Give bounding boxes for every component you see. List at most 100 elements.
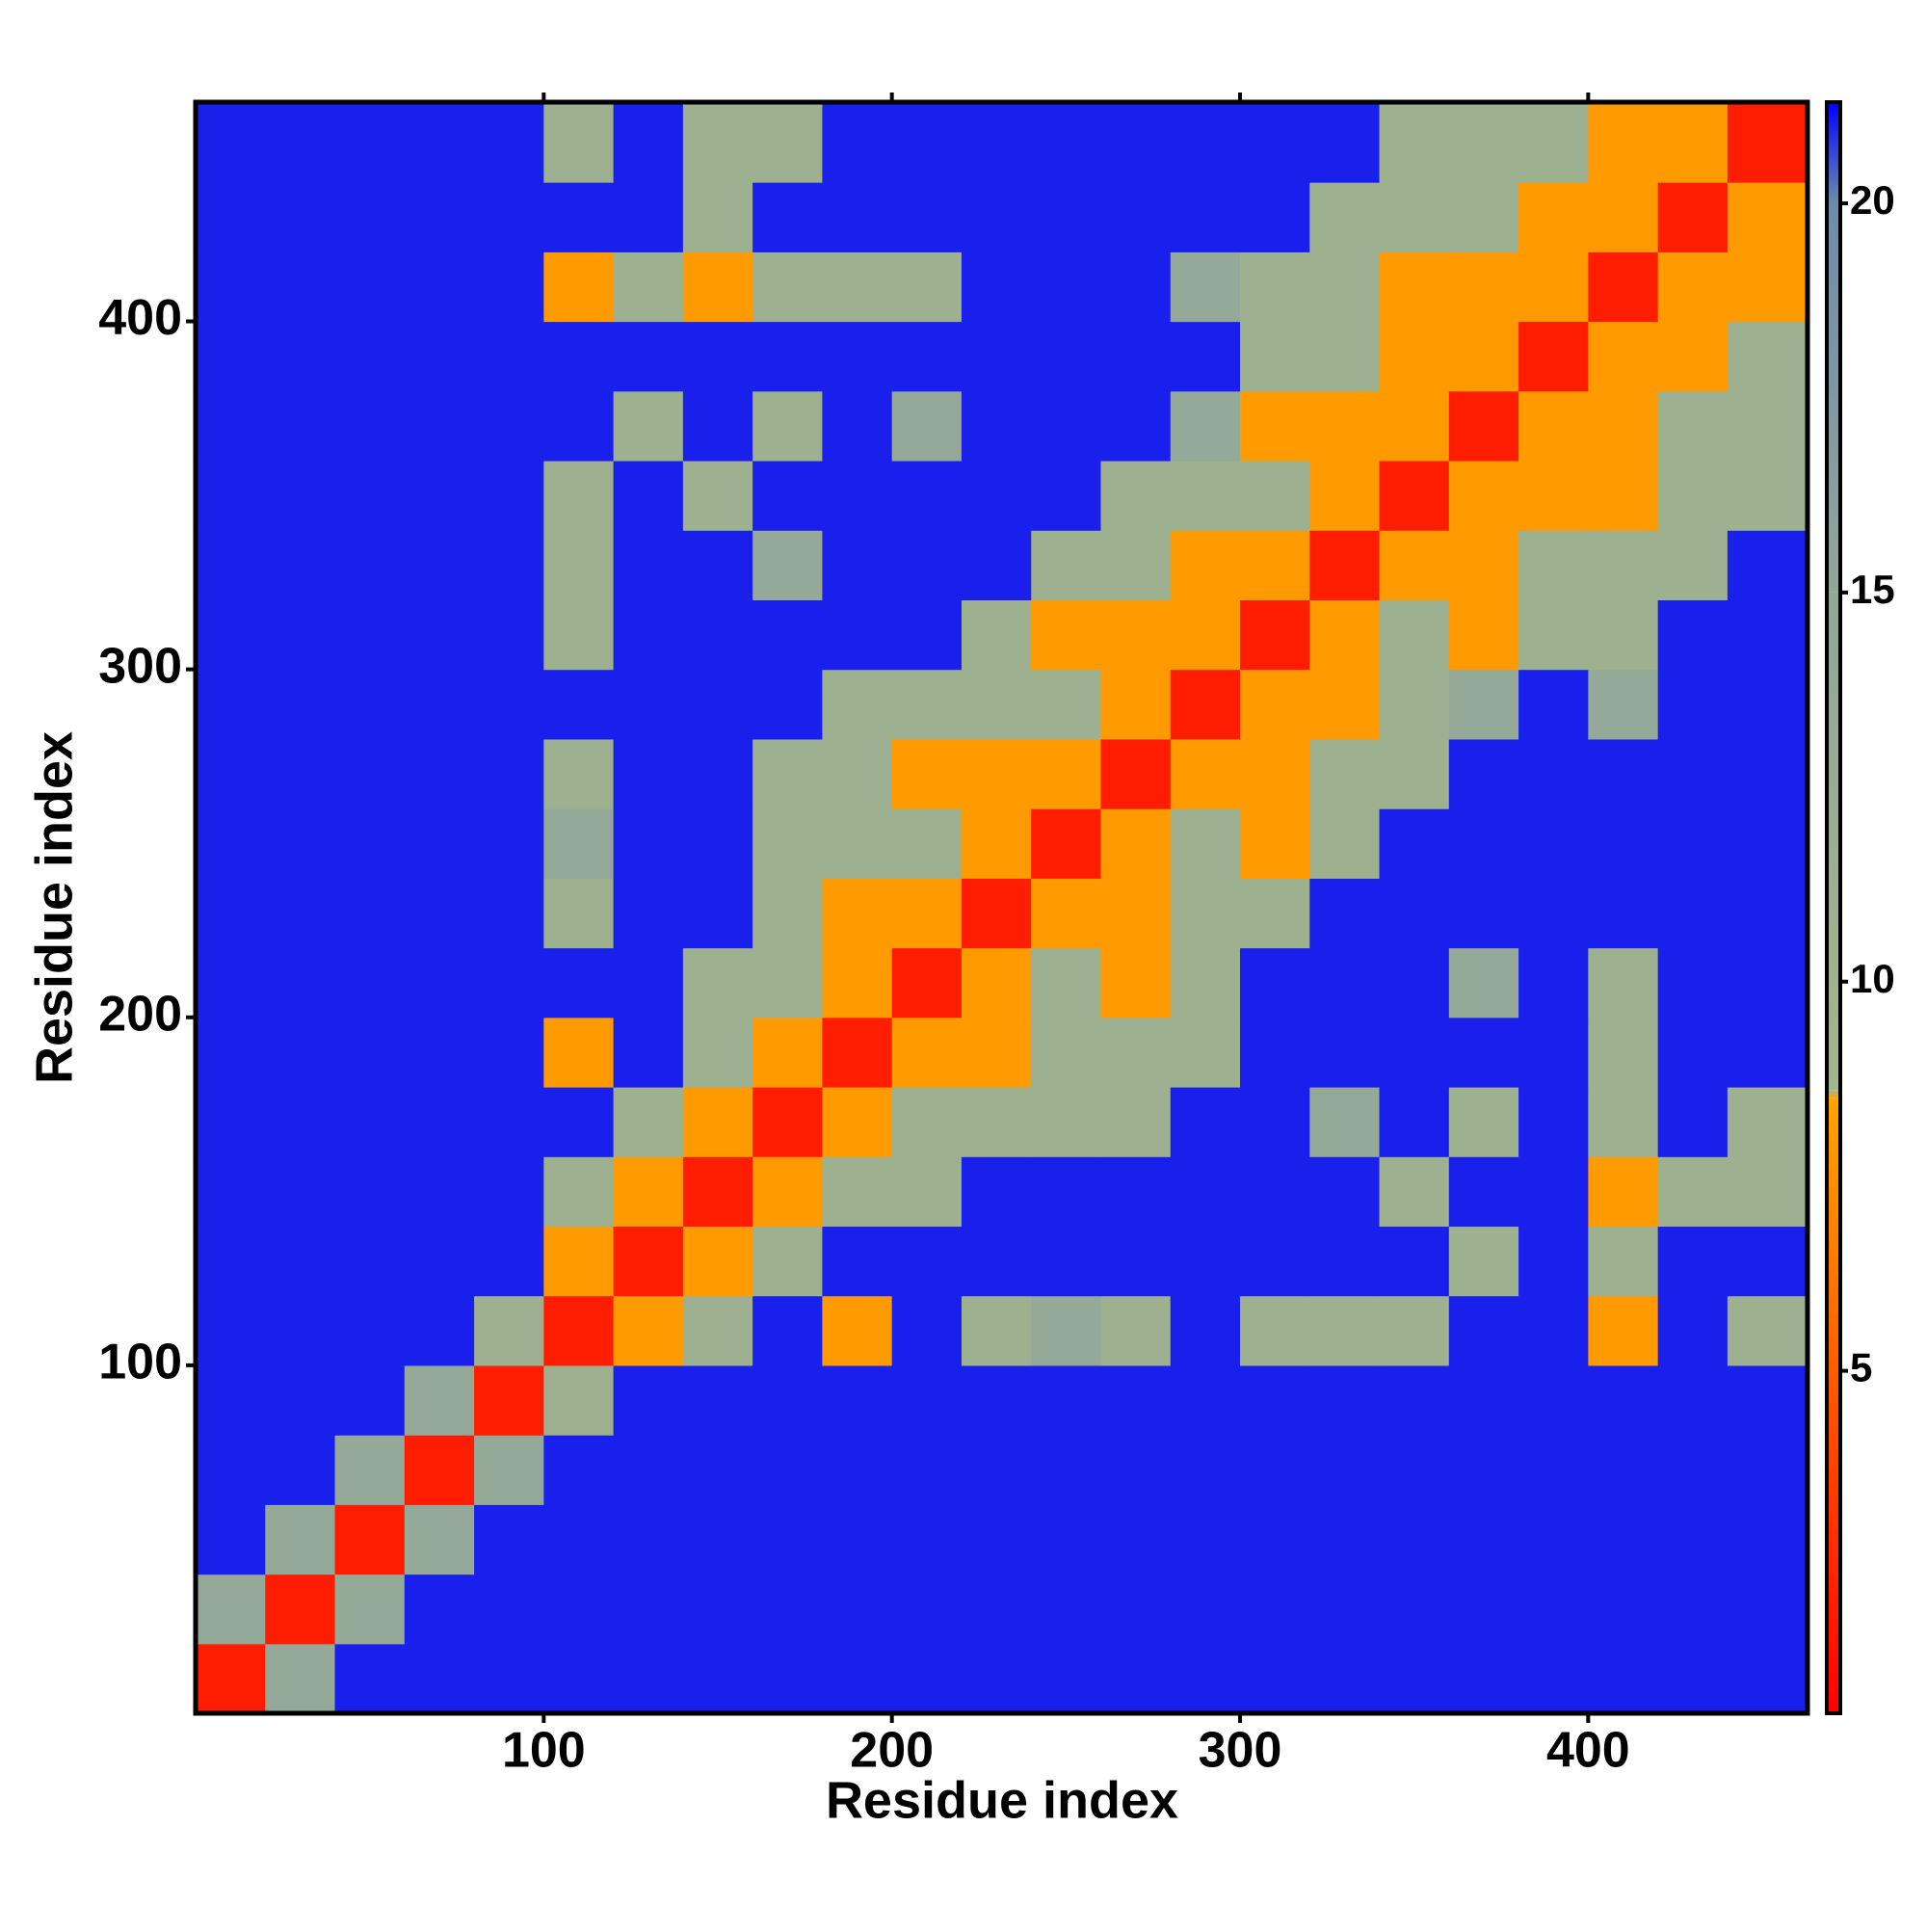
heatmap-cell: [752, 1364, 824, 1436]
heatmap-cell: [1170, 1643, 1241, 1714]
heatmap-cell: [822, 878, 893, 949]
heatmap-cell: [543, 321, 615, 392]
heatmap-cell: [474, 182, 544, 252]
heatmap-cell: [474, 947, 544, 1019]
plot-frame: [193, 99, 1810, 1716]
heatmap-cell: [1240, 182, 1310, 252]
heatmap-cell: [891, 530, 963, 601]
heatmap-cell: [334, 947, 406, 1019]
heatmap-cell: [891, 321, 963, 392]
heatmap-cell: [265, 1295, 336, 1366]
heatmap-cell: [196, 251, 266, 323]
heatmap-cell: [1727, 669, 1808, 740]
heatmap-cell: [1100, 460, 1172, 531]
heatmap-cell: [1588, 460, 1659, 531]
heatmap-cells: [196, 102, 1808, 1714]
heatmap-cell: [1727, 808, 1808, 879]
heatmap-cell: [1657, 251, 1729, 323]
heatmap-cell: [1240, 1364, 1310, 1436]
heatmap-cell: [752, 669, 824, 740]
heatmap-cell: [891, 251, 963, 323]
heatmap-cell: [404, 599, 475, 671]
heatmap-cell: [1170, 1017, 1241, 1088]
heatmap-cell: [1657, 947, 1729, 1019]
heatmap-cell: [1379, 390, 1450, 462]
heatmap-cell: [1448, 251, 1519, 323]
heatmap-cell: [961, 599, 1032, 671]
heatmap-cell: [752, 251, 824, 323]
heatmap-cell: [1448, 1574, 1519, 1645]
heatmap-cell: [1240, 1295, 1310, 1366]
heatmap-cell: [1100, 390, 1172, 462]
heatmap-cell: [543, 669, 615, 740]
heatmap-cell: [1657, 1226, 1729, 1297]
colorbar-segment: [1827, 102, 1840, 204]
heatmap-cell: [196, 1156, 266, 1228]
heatmap-cell: [196, 738, 266, 809]
heatmap-cell: [1309, 1364, 1381, 1436]
heatmap-cell: [1309, 1226, 1381, 1297]
heatmap-cell: [1727, 460, 1808, 531]
heatmap-cell: [196, 1504, 266, 1575]
heatmap-cell: [1100, 599, 1172, 671]
heatmap-cell: [1170, 1504, 1241, 1575]
heatmap-cell: [1657, 599, 1729, 671]
heatmap-cell: [752, 182, 824, 252]
x-axis-title: Residue index: [826, 1771, 1178, 1829]
heatmap-cell: [1588, 947, 1659, 1019]
heatmap-cell: [1518, 1574, 1589, 1645]
heatmap-cell: [265, 947, 336, 1019]
heatmap-cell: [752, 1156, 824, 1228]
heatmap-cell: [1031, 1226, 1102, 1297]
heatmap-cell: [613, 878, 684, 949]
heatmap-cell: [1170, 1086, 1241, 1157]
heatmap-cell: [1727, 1364, 1808, 1436]
heatmap-cell: [822, 1504, 893, 1575]
heatmap-cell: [682, 738, 753, 809]
heatmap-cell: [1170, 808, 1241, 879]
heatmap-cell: [891, 947, 963, 1019]
heatmap-cell: [543, 530, 615, 601]
heatmap-cell: [891, 599, 963, 671]
heatmap-cell: [1518, 102, 1589, 183]
heatmap-cell: [961, 738, 1032, 809]
heatmap-cell: [1379, 878, 1450, 949]
heatmap-cell: [1031, 808, 1102, 879]
heatmap-cell: [752, 530, 824, 601]
heatmap-cell: [613, 1226, 684, 1297]
heatmap-cell: [404, 182, 475, 252]
heatmap-cell: [613, 1643, 684, 1714]
heatmap-cell: [334, 1086, 406, 1157]
heatmap-cell: [613, 182, 684, 252]
heatmap-cell: [334, 1504, 406, 1575]
heatmap-cell: [474, 738, 544, 809]
heatmap-cell: [613, 530, 684, 601]
y-tick-label: 100: [98, 1335, 182, 1390]
heatmap-cell: [1309, 878, 1381, 949]
heatmap-cell: [404, 321, 475, 392]
heatmap-cell: [1588, 182, 1659, 252]
heatmap-cell: [1727, 1295, 1808, 1366]
heatmap-cell: [1518, 530, 1589, 601]
heatmap-cell: [1588, 1156, 1659, 1228]
heatmap-cell: [961, 102, 1032, 183]
heatmap-cell: [961, 390, 1032, 462]
heatmap-cell: [1170, 321, 1241, 392]
heatmap-cell: [1588, 1643, 1659, 1714]
heatmap-cell: [334, 1364, 406, 1436]
heatmap-cell: [474, 1574, 544, 1645]
heatmap-cell: [1727, 390, 1808, 462]
heatmap-cell: [543, 1295, 615, 1366]
heatmap-cell: [822, 1086, 893, 1157]
heatmap-cell: [891, 102, 963, 183]
heatmap-cell: [1031, 102, 1102, 183]
heatmap-cell: [1240, 251, 1310, 323]
heatmap-cell: [891, 738, 963, 809]
heatmap-cell: [891, 1295, 963, 1366]
heatmap-cell: [196, 947, 266, 1019]
heatmap-cell: [961, 182, 1032, 252]
colorbar-segment: [1827, 1098, 1840, 1713]
heatmap-cell: [1588, 530, 1659, 601]
heatmap-cell: [404, 1574, 475, 1645]
heatmap-cell: [961, 1435, 1032, 1505]
